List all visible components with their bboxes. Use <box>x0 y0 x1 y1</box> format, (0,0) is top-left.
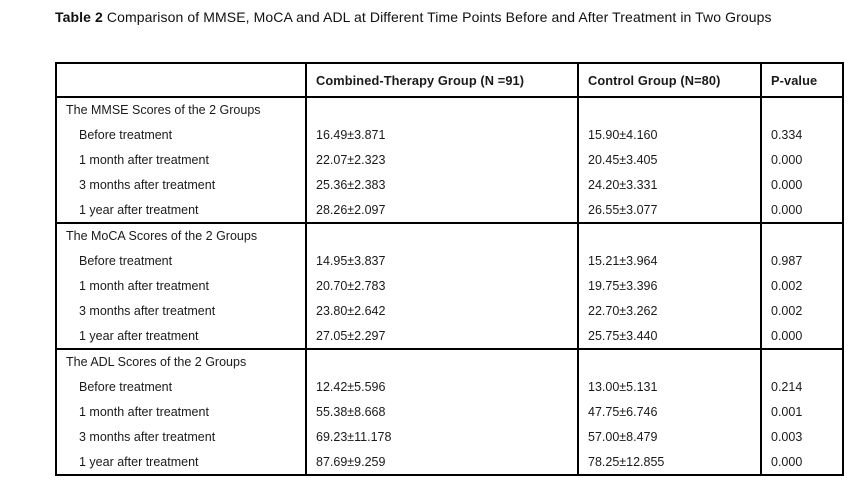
table-row: Before treatment 12.42±5.596 13.00±5.131 0.… <box>55 374 844 400</box>
table-header-row: Combined-Therapy Group (N =91) Control G… <box>55 63 844 97</box>
table-row: Before treatment 16.49±3.871 15.90±4.160 0.… <box>55 122 844 148</box>
combined-value: 23.80±2.642 <box>305 298 579 324</box>
control-value: 22.70±3.262 <box>577 298 762 324</box>
table-row: 3 months after treatment 25.36±2.383 24.20… <box>55 172 844 198</box>
table-row: 1 month after treatment 22.07±2.323 20.45±… <box>55 147 844 173</box>
p-value: 0.000 <box>760 147 844 173</box>
row-label: 1 month after treatment <box>55 273 307 299</box>
row-label: Before treatment <box>55 122 307 148</box>
table-row: 1 month after treatment 55.38±8.668 47.75±… <box>55 399 844 425</box>
p-value: 0.000 <box>760 449 844 475</box>
row-label: 1 year after treatment <box>55 323 307 349</box>
row-label: 1 month after treatment <box>55 147 307 173</box>
p-value: 0.002 <box>760 298 844 324</box>
empty-cell <box>577 97 762 123</box>
row-label: 1 month after treatment <box>55 399 307 425</box>
section-title: The MMSE Scores of the 2 Groups <box>55 97 307 123</box>
header-control-group: Control Group (N=80) <box>577 63 762 97</box>
section-header-row: The MMSE Scores of the 2 Groups <box>55 97 844 123</box>
table-caption-text: Comparison of MMSE, MoCA and ADL at Diff… <box>106 9 772 25</box>
control-value: 47.75±6.746 <box>577 399 762 425</box>
control-value: 78.25±12.855 <box>577 449 762 475</box>
p-value: 0.214 <box>760 374 844 400</box>
control-value: 20.45±3.405 <box>577 147 762 173</box>
table-section: The MoCA Scores of the 2 Groups Before tr… <box>55 222 844 349</box>
control-value: 24.20±3.331 <box>577 172 762 198</box>
empty-cell <box>305 222 579 249</box>
row-label: 3 months after treatment <box>55 172 307 198</box>
section-header-row: The ADL Scores of the 2 Groups <box>55 348 844 375</box>
empty-cell <box>577 348 762 375</box>
control-value: 15.90±4.160 <box>577 122 762 148</box>
table-caption: Table 2 Comparison of MMSE, MoCA and ADL… <box>55 6 845 28</box>
combined-value: 12.42±5.596 <box>305 374 579 400</box>
control-value: 13.00±5.131 <box>577 374 762 400</box>
empty-cell <box>305 348 579 375</box>
combined-value: 14.95±3.837 <box>305 248 579 274</box>
row-label: 3 months after treatment <box>55 424 307 450</box>
table-caption-label: Table 2 <box>55 9 103 25</box>
control-value: 25.75±3.440 <box>577 323 762 349</box>
control-value: 26.55±3.077 <box>577 197 762 223</box>
empty-cell <box>760 348 844 375</box>
row-label: Before treatment <box>55 248 307 274</box>
combined-value: 69.23±11.178 <box>305 424 579 450</box>
combined-value: 87.69±9.259 <box>305 449 579 475</box>
p-value: 0.000 <box>760 197 844 223</box>
p-value: 0.000 <box>760 172 844 198</box>
combined-value: 16.49±3.871 <box>305 122 579 148</box>
combined-value: 25.36±2.383 <box>305 172 579 198</box>
row-label: 1 year after treatment <box>55 197 307 223</box>
empty-cell <box>577 222 762 249</box>
table-section: The ADL Scores of the 2 Groups Before tre… <box>55 348 844 475</box>
header-empty-cell <box>55 63 307 97</box>
p-value: 0.003 <box>760 424 844 450</box>
table-row: Before treatment 14.95±3.837 15.21±3.964 0.… <box>55 248 844 274</box>
table-row: 3 months after treatment 23.80±2.642 22.70… <box>55 298 844 324</box>
combined-value: 55.38±8.668 <box>305 399 579 425</box>
table-row: 3 months after treatment 69.23±11.178 57.0… <box>55 424 844 450</box>
table-section: The MMSE Scores of the 2 Groups Before tr… <box>55 97 844 223</box>
section-header-row: The MoCA Scores of the 2 Groups <box>55 222 844 249</box>
row-label: 3 months after treatment <box>55 298 307 324</box>
section-title: The ADL Scores of the 2 Groups <box>55 348 307 375</box>
control-value: 15.21±3.964 <box>577 248 762 274</box>
combined-value: 27.05±2.297 <box>305 323 579 349</box>
empty-cell <box>760 222 844 249</box>
row-label: 1 year after treatment <box>55 449 307 475</box>
p-value: 0.002 <box>760 273 844 299</box>
table-row: 1 month after treatment 20.70±2.783 19.75±… <box>55 273 844 299</box>
empty-cell <box>760 97 844 123</box>
empty-cell <box>305 97 579 123</box>
combined-value: 20.70±2.783 <box>305 273 579 299</box>
comparison-table: Combined-Therapy Group (N =91) Control G… <box>55 62 844 476</box>
p-value: 0.001 <box>760 399 844 425</box>
header-combined-group: Combined-Therapy Group (N =91) <box>305 63 579 97</box>
row-label: Before treatment <box>55 374 307 400</box>
section-title: The MoCA Scores of the 2 Groups <box>55 222 307 249</box>
p-value: 0.987 <box>760 248 844 274</box>
p-value: 0.334 <box>760 122 844 148</box>
combined-value: 22.07±2.323 <box>305 147 579 173</box>
p-value: 0.000 <box>760 323 844 349</box>
combined-value: 28.26±2.097 <box>305 197 579 223</box>
table-row: 1 year after treatment 27.05±2.297 25.75±3… <box>55 323 844 349</box>
header-p-value: P-value <box>760 63 844 97</box>
table-row: 1 year after treatment 28.26±2.097 26.55±3… <box>55 197 844 223</box>
table-head: Combined-Therapy Group (N =91) Control G… <box>55 63 844 97</box>
control-value: 57.00±8.479 <box>577 424 762 450</box>
control-value: 19.75±3.396 <box>577 273 762 299</box>
table-row: 1 year after treatment 87.69±9.259 78.25±1… <box>55 449 844 475</box>
